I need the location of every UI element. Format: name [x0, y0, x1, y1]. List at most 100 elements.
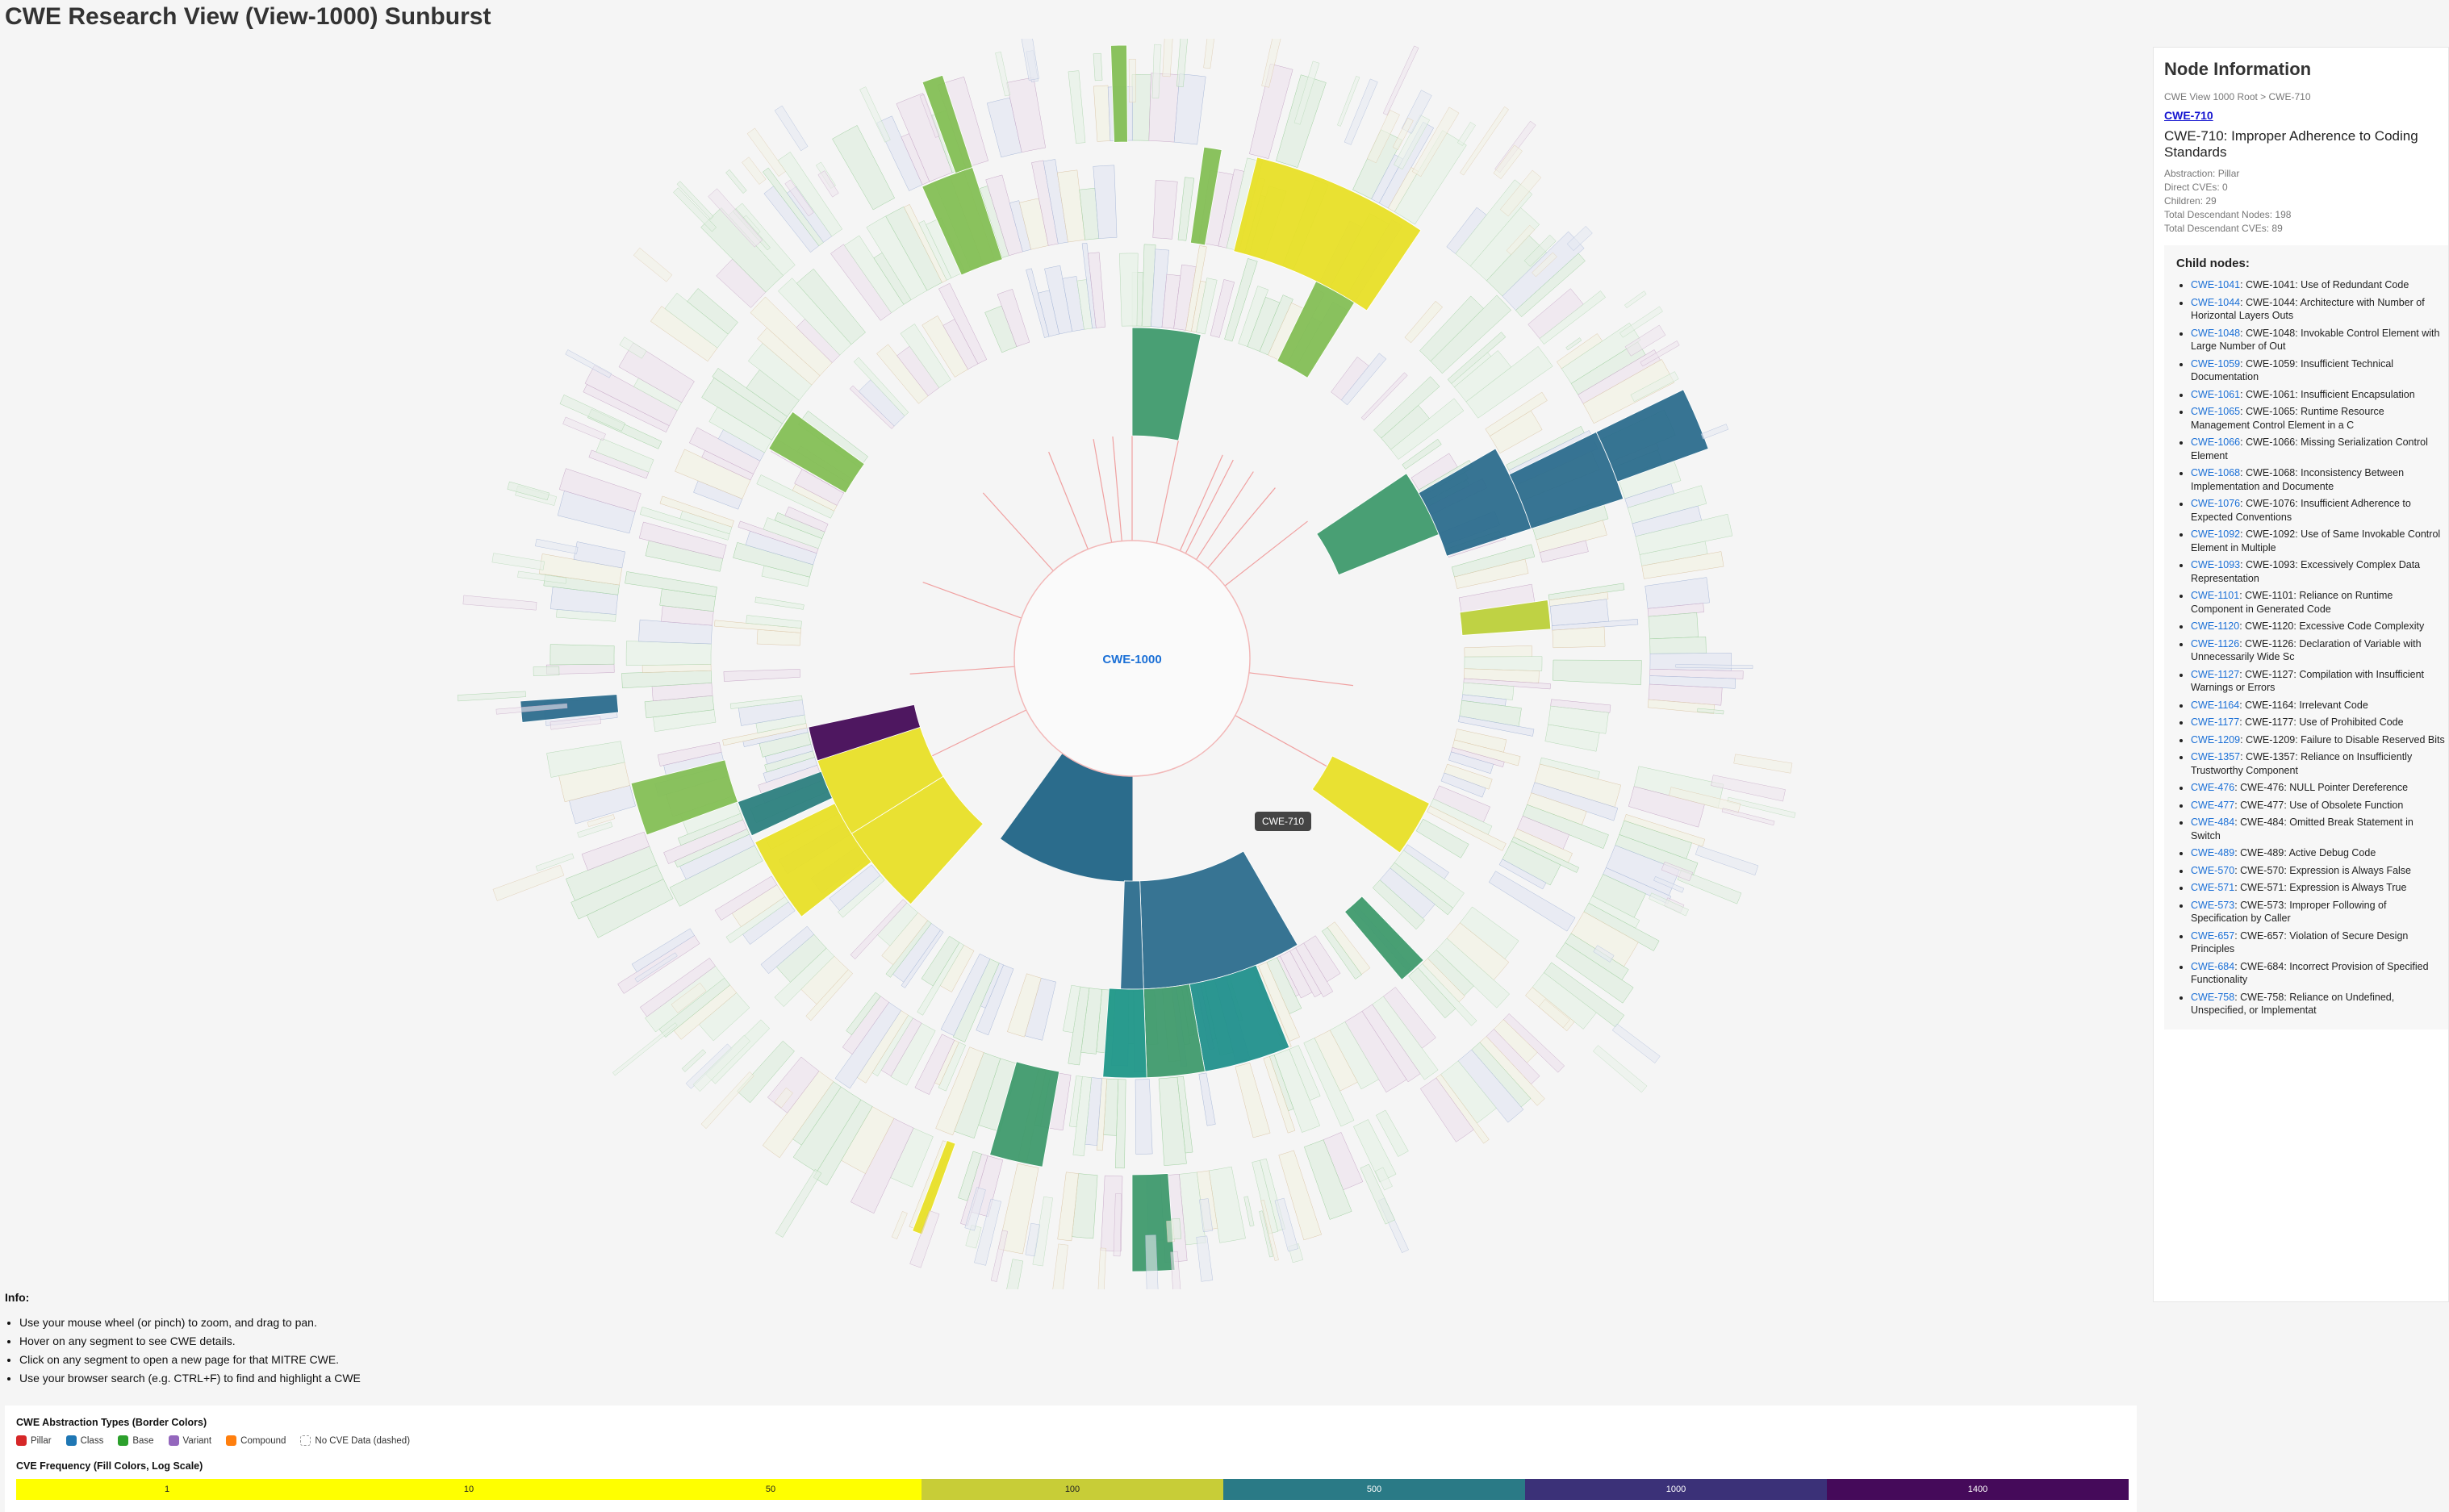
sunburst-segment[interactable] — [492, 864, 565, 901]
sunburst-segment[interactable] — [1593, 1045, 1648, 1093]
sunburst-segment[interactable] — [1460, 107, 1509, 176]
sunburst-segment[interactable] — [850, 775, 984, 905]
sunburst-segment[interactable] — [491, 553, 545, 570]
sunburst-segment[interactable] — [577, 821, 613, 838]
center-circle[interactable] — [1013, 540, 1251, 777]
sunburst-segment[interactable] — [1641, 551, 1724, 579]
sunburst-segment[interactable] — [1278, 1150, 1322, 1241]
sunburst-segment[interactable] — [1110, 44, 1128, 143]
child-node-link[interactable]: CWE-1092 — [2191, 528, 2241, 540]
child-node-link[interactable]: CWE-476 — [2191, 782, 2235, 793]
child-node-link[interactable]: CWE-1041 — [2191, 279, 2241, 290]
sunburst-segment[interactable] — [1304, 1139, 1352, 1220]
sunburst-segment[interactable] — [1048, 1243, 1068, 1289]
sunburst-segment[interactable] — [1493, 144, 1523, 179]
sunburst-segment[interactable] — [633, 247, 673, 282]
sunburst-segment[interactable] — [746, 127, 786, 177]
sunburst-segment[interactable] — [1097, 1247, 1106, 1289]
sunburst-segment[interactable] — [990, 1230, 1008, 1282]
sunburst-segment[interactable] — [535, 538, 579, 554]
sunburst-segment[interactable] — [619, 336, 647, 359]
sunburst-segment[interactable] — [922, 74, 973, 174]
sunburst-segment[interactable] — [1198, 1072, 1216, 1126]
child-node-link[interactable]: CWE-1126 — [2191, 637, 2240, 649]
sunburst-segment[interactable] — [634, 952, 678, 983]
sunburst-segment[interactable] — [742, 157, 767, 185]
sunburst-segment[interactable] — [1093, 52, 1103, 81]
center-label[interactable]: CWE-1000 — [1102, 653, 1161, 666]
sunburst-segment[interactable] — [687, 288, 738, 335]
sunburst-segment[interactable] — [1128, 59, 1136, 102]
sunburst-segment[interactable] — [1619, 306, 1663, 338]
sunburst-segment[interactable] — [625, 641, 712, 666]
sunburst-segment[interactable] — [1464, 645, 1532, 658]
sunburst-segment[interactable] — [1249, 63, 1293, 159]
sunburst-segment[interactable] — [1007, 973, 1042, 1038]
sunburst-segment[interactable] — [1675, 664, 1753, 669]
sunburst-segment[interactable] — [1177, 177, 1195, 241]
sunburst-segment[interactable] — [1454, 558, 1529, 589]
sunburst-segment[interactable] — [1311, 755, 1431, 854]
sunburst-segment[interactable] — [1649, 892, 1689, 917]
sunburst-segment[interactable] — [1411, 107, 1460, 178]
sunburst-segment[interactable] — [1196, 1235, 1214, 1282]
sunburst-segment[interactable] — [1539, 540, 1589, 563]
sunburst-segment[interactable] — [817, 170, 839, 198]
sunburst-segment[interactable] — [1649, 636, 1707, 654]
sunburst-segment[interactable] — [1145, 1234, 1159, 1289]
sunburst-segment[interactable] — [1372, 879, 1425, 930]
sunburst-segment[interactable] — [1402, 438, 1442, 470]
sunburst-segment[interactable] — [808, 704, 922, 762]
sunburst-segment[interactable] — [796, 268, 866, 345]
sunburst-segment[interactable] — [1017, 39, 1039, 81]
sunburst-segment[interactable] — [1360, 1163, 1395, 1225]
child-node-link[interactable]: CWE-758 — [2191, 991, 2235, 1003]
sunburst-segment[interactable] — [1120, 880, 1144, 990]
sunburst-segment[interactable] — [638, 521, 727, 559]
node-link[interactable]: CWE-710 — [2164, 109, 2213, 122]
sunburst-segment[interactable] — [659, 495, 734, 528]
sunburst-segment[interactable] — [1243, 1196, 1255, 1227]
sunburst-segment[interactable] — [1069, 1076, 1083, 1128]
sunburst-segment[interactable] — [1408, 967, 1456, 1019]
sunburst-segment[interactable] — [997, 289, 1030, 347]
sunburst-segment[interactable] — [1553, 659, 1642, 686]
sunburst-segment[interactable] — [1068, 70, 1086, 144]
child-node-link[interactable]: CWE-1209 — [2191, 733, 2241, 746]
sunburst-segment[interactable] — [1721, 808, 1775, 826]
sunburst-segment[interactable] — [995, 52, 1011, 97]
sunburst-segment[interactable] — [1344, 78, 1378, 145]
sunburst-segment[interactable] — [1151, 44, 1162, 98]
sunburst-segment[interactable] — [1661, 861, 1693, 882]
sunburst-svg[interactable]: CWE-1000 — [0, 39, 2146, 1289]
sunburst-segment[interactable] — [1093, 165, 1118, 239]
sunburst-segment[interactable] — [1367, 110, 1400, 164]
sunburst-segment[interactable] — [1565, 337, 1582, 351]
sunburst-segment[interactable] — [1260, 1200, 1279, 1261]
sunburst-segment[interactable] — [1210, 279, 1235, 338]
sunburst-segment[interactable] — [1490, 410, 1543, 454]
sunburst-segment[interactable] — [714, 875, 778, 921]
child-node-link[interactable]: CWE-1044 — [2191, 296, 2241, 308]
sunburst-segment[interactable] — [1538, 999, 1570, 1029]
sunburst-segment[interactable] — [1173, 73, 1206, 145]
sunburst-segment[interactable] — [784, 179, 814, 217]
sunburst-segment[interactable] — [535, 853, 575, 871]
sunburst-segment[interactable] — [1624, 324, 1666, 357]
sunburst-segment[interactable] — [1555, 942, 1634, 1004]
sunburst-segment[interactable] — [850, 899, 908, 960]
sunburst-segment[interactable] — [853, 357, 909, 416]
sunburst-segment[interactable] — [935, 1046, 984, 1136]
sunburst-segment[interactable] — [1544, 724, 1600, 752]
sunburst-segment[interactable] — [729, 695, 803, 709]
sunburst-segment[interactable] — [517, 570, 567, 584]
sunburst-segment[interactable] — [708, 188, 763, 248]
child-node-link[interactable]: CWE-1076 — [2191, 498, 2241, 509]
sunburst-segment[interactable] — [1199, 1198, 1214, 1233]
sunburst-segment[interactable] — [565, 349, 612, 378]
sunburst-segment[interactable] — [1321, 927, 1362, 979]
sunburst-segment[interactable] — [1552, 626, 1606, 649]
sunburst-segment[interactable] — [1119, 253, 1139, 327]
sunburst-segment[interactable] — [1582, 359, 1675, 424]
sunburst-segment[interactable] — [1392, 117, 1414, 150]
